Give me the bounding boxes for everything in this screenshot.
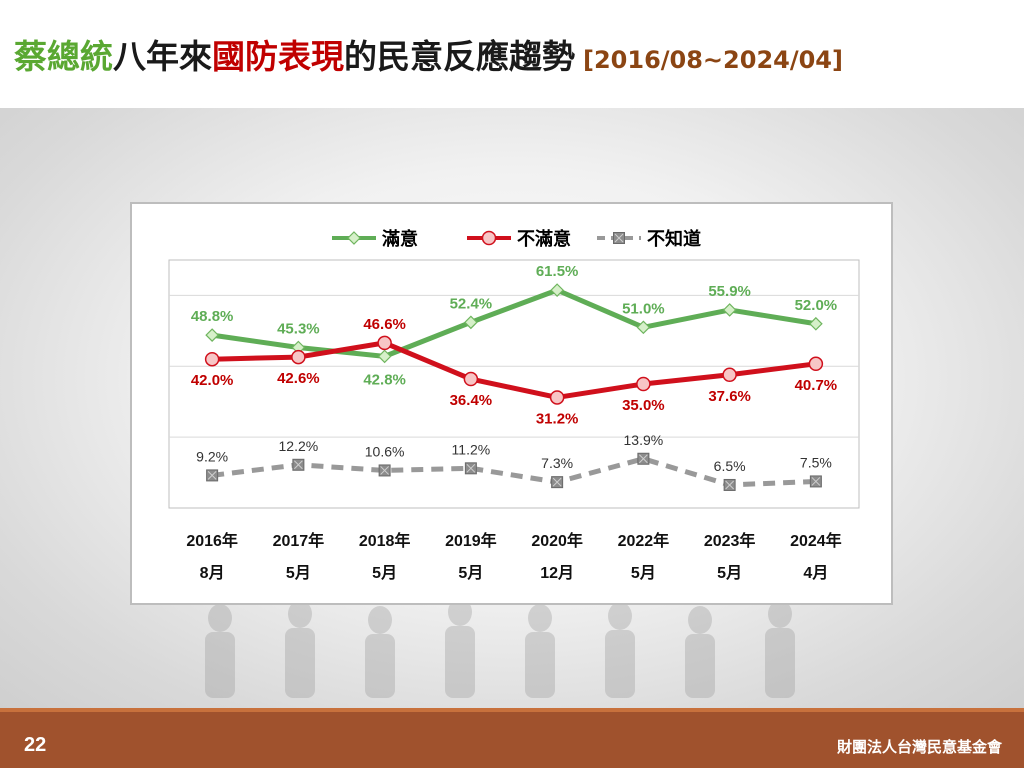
data-label: 46.6% — [363, 316, 406, 333]
x-tick-label-year: 2017年 — [273, 531, 325, 550]
data-point — [808, 356, 824, 372]
data-point — [291, 349, 306, 365]
data-point — [205, 328, 219, 342]
legend-marker — [481, 230, 497, 246]
legend-label: 不知道 — [647, 228, 701, 249]
data-label: 45.3% — [277, 321, 320, 338]
page-number: 22 — [24, 734, 47, 756]
series-line — [211, 456, 816, 488]
data-label: 36.4% — [450, 392, 493, 409]
legend-marker — [347, 231, 361, 245]
slide-title: 蔡總統八年來國防表現的民意反應趨勢 [2016/08~2024/04] — [14, 30, 843, 78]
title-part-1: 蔡總統 — [14, 37, 113, 76]
data-label: 13.9% — [624, 432, 664, 448]
data-label: 61.5% — [536, 263, 579, 280]
series-line — [209, 340, 819, 400]
data-point — [722, 367, 737, 383]
title-part-4: 的民意反應趨勢 — [344, 37, 575, 76]
data-label: 52.0% — [795, 297, 838, 314]
crowd-silhouette-decoration — [205, 598, 795, 698]
title-part-3: 國防表現 — [212, 37, 344, 76]
data-point — [464, 315, 478, 330]
data-label: 7.5% — [800, 454, 832, 470]
legend-marker-cross — [614, 233, 624, 243]
series-line — [209, 287, 819, 359]
series-circle — [204, 335, 824, 405]
x-tick-label-month: 12月 — [540, 564, 574, 582]
line-chart: 滿意 不滿意 不知道 48.8% 45.3% 42.8% 52.4% 61.5% 51.0% 5… — [168, 228, 860, 582]
data-label: 42.0% — [191, 372, 234, 389]
legend-label: 滿意 — [382, 228, 418, 249]
data-point — [636, 320, 651, 335]
data-label: 11.2% — [452, 441, 491, 457]
legend-item: 不知道 — [597, 228, 701, 249]
data-point-cross — [639, 454, 648, 464]
legend-item: 不滿意 — [467, 228, 571, 249]
data-point — [636, 376, 651, 392]
data-point-cross — [207, 471, 217, 480]
x-tick-label-year: 2020年 — [531, 531, 583, 550]
data-point — [809, 316, 823, 331]
data-point — [550, 283, 564, 297]
data-label: 48.8% — [191, 308, 234, 325]
data-point-cross — [725, 480, 734, 490]
data-label: 35.0% — [622, 397, 665, 414]
x-tick-label-month: 5月 — [372, 564, 397, 582]
organization-name: 財團法人台灣民意基金會 — [836, 738, 1002, 756]
slide-footer: 22 財團法人台灣民意基金會 — [0, 708, 1024, 768]
data-point — [722, 303, 737, 317]
data-label: 12.2% — [279, 438, 319, 454]
plot-area — [168, 259, 860, 509]
x-tick-label-year: 2019年 — [445, 531, 497, 550]
x-tick-label-year: 2018年 — [359, 531, 411, 550]
legend-item: 滿意 — [332, 228, 418, 249]
series-square — [206, 452, 822, 491]
data-point-cross — [552, 477, 562, 487]
x-tick-label-month: 5月 — [717, 564, 742, 582]
x-tick-label-month: 4月 — [803, 564, 828, 582]
data-label: 37.6% — [708, 388, 751, 405]
x-tick-label-year: 2022年 — [618, 531, 670, 550]
data-point-cross — [294, 460, 303, 470]
data-point — [463, 371, 479, 387]
data-label: 7.3% — [541, 455, 573, 471]
x-tick-label-month: 5月 — [458, 564, 483, 582]
data-point — [549, 390, 565, 405]
data-point-cross — [466, 463, 476, 473]
title-part-2: 八年來 — [113, 37, 212, 76]
legend-label: 不滿意 — [517, 228, 571, 249]
slide-header: 蔡總統八年來國防表現的民意反應趨勢 [2016/08~2024/04] — [0, 0, 1024, 108]
data-point-cross — [380, 466, 389, 475]
series-layer — [204, 283, 824, 491]
series-diamond — [205, 283, 823, 364]
data-label: 6.5% — [714, 458, 746, 474]
data-point — [377, 349, 392, 364]
data-labels: 48.8% 45.3% 42.8% 52.4% 61.5% 51.0% 55.9% 52.0%… — [191, 263, 837, 474]
data-label: 42.6% — [277, 370, 320, 387]
data-label: 51.0% — [622, 300, 665, 317]
data-point — [377, 335, 392, 351]
x-tick-label-year: 2024年 — [790, 531, 842, 550]
x-tick-label-month: 8月 — [200, 564, 225, 582]
x-tick-label-month: 5月 — [286, 564, 311, 582]
data-label: 31.2% — [536, 410, 579, 427]
x-axis: 2016年 8月 2017年 5月 2018年 5月 2019年 5月 2020年 12月 2022… — [186, 531, 841, 582]
data-label: 9.2% — [196, 448, 228, 464]
chart-panel: 滿意 不滿意 不知道 48.8% 45.3% 42.8% 52.4% 61.5% 51.0% 5… — [130, 202, 893, 605]
x-tick-label-month: 5月 — [631, 564, 656, 582]
data-label: 55.9% — [708, 283, 751, 300]
gridlines — [169, 294, 859, 438]
data-label: 52.4% — [450, 295, 493, 312]
data-label: 40.7% — [795, 377, 838, 394]
data-label: 42.8% — [363, 371, 406, 388]
chart-legend: 滿意 不滿意 不知道 — [332, 228, 701, 249]
data-label: 10.6% — [365, 443, 405, 459]
x-tick-label-year: 2016年 — [186, 531, 238, 550]
title-date-range: [2016/08~2024/04] — [583, 46, 843, 74]
data-point — [204, 351, 220, 367]
x-tick-label-year: 2023年 — [704, 531, 756, 550]
data-point-cross — [811, 477, 821, 486]
